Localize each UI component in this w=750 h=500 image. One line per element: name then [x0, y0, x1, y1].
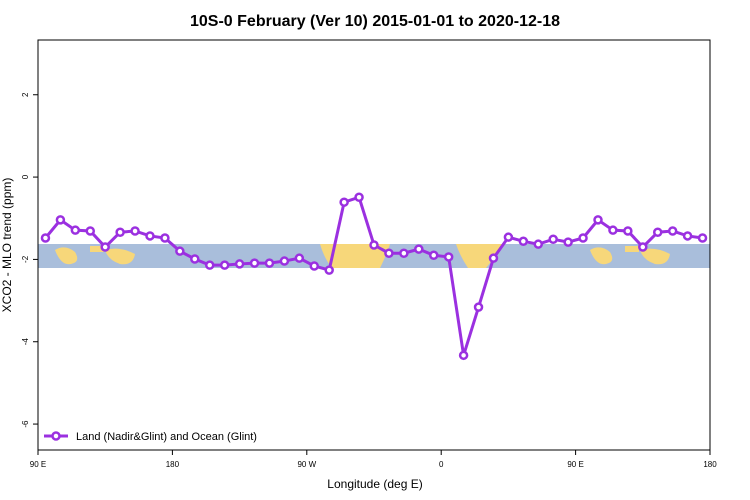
data-point: [354, 192, 364, 202]
data-point: [414, 244, 424, 254]
data-point: [160, 233, 170, 243]
data-point: [264, 258, 275, 268]
y-tick-label: -4: [21, 338, 30, 346]
data-point: [533, 239, 544, 249]
legend-label: Land (Nadir&Glint) and Ocean (Glint): [76, 431, 257, 443]
data-point: [503, 232, 514, 242]
data-point: [428, 250, 439, 261]
data-point: [473, 302, 484, 312]
x-axis-label: Longitude (deg E): [327, 477, 422, 491]
data-point: [85, 226, 96, 236]
data-point: [70, 225, 81, 235]
x-tick-label: 0: [439, 460, 444, 469]
data-point: [130, 226, 140, 236]
data-point: [369, 240, 379, 250]
data-point: [593, 215, 603, 225]
data-point: [190, 254, 200, 264]
data-point: [608, 225, 618, 235]
data-point: [204, 260, 215, 270]
plot-frame: [37, 39, 711, 451]
y-tick-label: 2: [21, 92, 30, 97]
legend-marker: [51, 431, 61, 441]
data-point: [563, 237, 573, 247]
data-point: [175, 246, 185, 256]
data-point: [294, 253, 305, 263]
data-point: [443, 252, 454, 262]
data-point: [324, 265, 334, 275]
series-line: [44, 195, 703, 356]
data-point: [115, 227, 125, 237]
data-point: [219, 260, 230, 270]
data-point: [279, 256, 290, 266]
data-point: [309, 261, 320, 271]
data-point: [384, 248, 394, 258]
data-point: [638, 242, 648, 252]
data-point: [399, 248, 409, 258]
data-point: [682, 231, 693, 241]
x-tick-label: 90 E: [30, 460, 46, 469]
data-point: [40, 233, 51, 243]
data-point: [667, 226, 678, 236]
data-point: [339, 197, 349, 207]
data-point: [488, 253, 499, 263]
data-point: [697, 233, 708, 243]
data-point: [145, 231, 155, 241]
data-point: [623, 226, 633, 236]
x-tick-label: 180: [703, 460, 717, 469]
data-point: [100, 242, 110, 252]
x-tick-label: 90 W: [297, 460, 316, 469]
x-tick-label: 90 E: [567, 460, 583, 469]
data-point: [518, 236, 529, 247]
data-point: [652, 227, 663, 237]
y-axis-label: XCO2 - MLO trend (ppm): [0, 178, 14, 313]
y-tick-label: -6: [21, 420, 30, 428]
data-point: [458, 350, 469, 361]
data-point: [55, 215, 66, 225]
x-tick-label: 180: [166, 460, 180, 469]
data-point: [548, 234, 558, 244]
y-tick-label: 0: [21, 174, 30, 179]
y-tick-label: -2: [21, 255, 30, 263]
data-point: [234, 259, 245, 269]
chart-title: 10S-0 February (Ver 10) 2015-01-01 to 20…: [190, 13, 560, 30]
data-point: [578, 233, 588, 243]
data-point: [249, 258, 260, 268]
